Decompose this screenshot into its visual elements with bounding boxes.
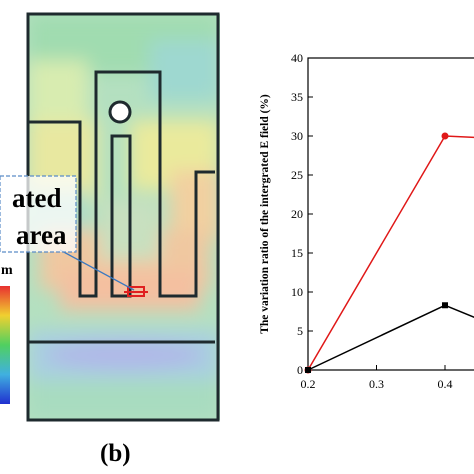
integration-area-marker: [124, 286, 148, 297]
x-axis-ticks: 0.2 0.3 0.4: [301, 365, 453, 391]
x-tick-label: 0.3: [369, 377, 384, 391]
y-tick-label: 30: [291, 129, 303, 143]
y-tick-label: 10: [291, 285, 303, 299]
series-0-line: [307, 135, 474, 371]
field-simulation-panel: ated area m (b): [0, 12, 220, 467]
variation-ratio-chart: 0 5 10 15 20 25 30 35 40 0.2 0.3 0.4 The variation…: [259, 51, 474, 391]
y-axis-ticks: 0 5 10 15 20 25 30 35 40: [291, 51, 313, 377]
series-1-point: [305, 367, 311, 373]
y-tick-label: 20: [291, 207, 303, 221]
y-tick-label: 35: [291, 90, 303, 104]
x-tick-label: 0.4: [438, 377, 453, 391]
plot-frame: [307, 57, 474, 371]
series-layer: [304, 132, 474, 374]
series-1-point: [442, 302, 448, 309]
colorbar-label-bg: [0, 259, 16, 277]
callout-leader-line: [59, 249, 135, 291]
y-tick-label: 40: [291, 51, 303, 65]
x-tick-label: 0.2: [301, 377, 316, 391]
callout-line-1: ated: [12, 183, 62, 213]
y-axis-label: The variation ratio of the intergrated E…: [259, 94, 271, 334]
callout-line-2: area: [16, 220, 67, 250]
series-0-point: [441, 132, 449, 140]
callout-box: [0, 175, 77, 253]
colorbar-label: m: [1, 263, 13, 278]
y-tick-label: 5: [297, 324, 303, 338]
colorbar: [0, 286, 10, 404]
series-1-line: [307, 304, 474, 371]
panel-label-b: (b): [100, 440, 131, 467]
y-tick-label: 15: [291, 246, 303, 260]
y-tick-label: 25: [291, 168, 303, 182]
y-tick-label: 0: [297, 363, 303, 377]
